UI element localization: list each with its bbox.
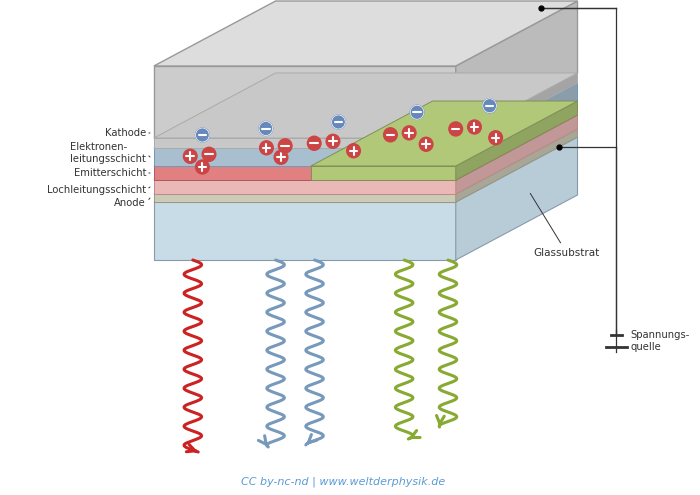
Text: Kathode: Kathode <box>105 128 150 138</box>
Polygon shape <box>311 166 456 180</box>
Polygon shape <box>311 101 578 166</box>
Circle shape <box>274 150 288 164</box>
Text: Lochleitungsschicht: Lochleitungsschicht <box>47 185 150 195</box>
Circle shape <box>260 141 273 155</box>
Polygon shape <box>154 138 456 148</box>
Text: CC by-nc-nd | www.weltderphysik.de: CC by-nc-nd | www.weltderphysik.de <box>241 477 445 487</box>
Circle shape <box>332 115 345 129</box>
Polygon shape <box>154 1 578 66</box>
Text: Spannungs-
quelle: Spannungs- quelle <box>630 330 690 352</box>
Circle shape <box>279 139 292 153</box>
Polygon shape <box>456 73 578 148</box>
Polygon shape <box>154 83 578 148</box>
Polygon shape <box>154 101 578 166</box>
Text: Elektronen-
leitungsschicht: Elektronen- leitungsschicht <box>70 142 150 164</box>
Polygon shape <box>154 66 456 138</box>
Circle shape <box>259 121 273 136</box>
Circle shape <box>202 148 216 161</box>
Circle shape <box>449 122 463 136</box>
Polygon shape <box>154 180 456 194</box>
Circle shape <box>195 128 209 142</box>
Circle shape <box>489 131 503 145</box>
Polygon shape <box>154 73 578 138</box>
Circle shape <box>346 144 360 158</box>
Polygon shape <box>154 115 578 180</box>
Polygon shape <box>154 194 456 202</box>
Circle shape <box>195 160 209 174</box>
Text: Emitterschicht: Emitterschicht <box>74 168 150 178</box>
Polygon shape <box>456 1 578 138</box>
Text: Glassubstrat: Glassubstrat <box>531 194 600 258</box>
Polygon shape <box>456 115 578 194</box>
Circle shape <box>384 128 397 142</box>
Polygon shape <box>456 83 578 166</box>
Polygon shape <box>154 202 456 260</box>
Polygon shape <box>154 129 578 194</box>
Text: Anode: Anode <box>114 198 150 208</box>
Circle shape <box>307 136 321 150</box>
Polygon shape <box>154 137 578 202</box>
Polygon shape <box>456 101 578 180</box>
Polygon shape <box>456 129 578 202</box>
Circle shape <box>402 126 416 140</box>
Polygon shape <box>456 101 578 180</box>
Circle shape <box>483 99 496 113</box>
Polygon shape <box>154 148 456 166</box>
Circle shape <box>183 149 197 163</box>
Polygon shape <box>154 166 456 180</box>
Circle shape <box>468 120 482 134</box>
Circle shape <box>419 137 433 151</box>
Circle shape <box>326 134 340 148</box>
Polygon shape <box>456 137 578 260</box>
Circle shape <box>410 105 424 119</box>
